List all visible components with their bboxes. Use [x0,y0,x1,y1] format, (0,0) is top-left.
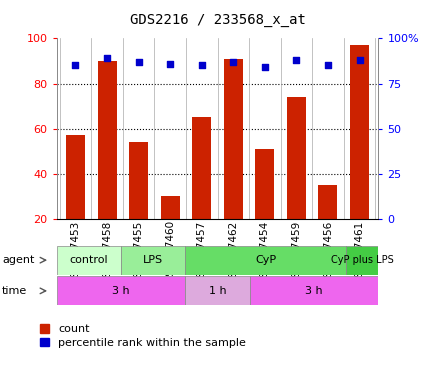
Point [229,59,236,65]
Bar [66,136,85,264]
Bar [56,246,121,275]
Legend: count, percentile rank within the sample: count, percentile rank within the sample [40,324,246,348]
Point [72,62,79,68]
Point [292,57,299,63]
Bar [224,59,242,264]
Bar [192,118,210,264]
Bar [185,276,249,305]
Bar [185,246,345,275]
Text: agent: agent [2,255,34,265]
Text: LPS: LPS [143,255,163,265]
Bar [97,61,116,264]
Bar [160,196,179,264]
Text: CyP plus LPS: CyP plus LPS [330,255,393,265]
Bar [255,149,274,264]
Text: control: control [69,255,108,265]
Point [261,64,268,70]
Point [198,62,205,68]
Point [166,61,173,67]
Point [355,57,362,63]
Bar [121,246,185,275]
Point [135,59,142,65]
Text: 3 h: 3 h [112,286,129,296]
Text: GDS2216 / 233568_x_at: GDS2216 / 233568_x_at [129,13,305,27]
Bar [318,185,337,264]
Text: 1 h: 1 h [208,286,226,296]
Bar [286,97,305,264]
Bar [129,142,148,264]
Bar [349,45,368,264]
Point [103,55,110,61]
Point [324,62,331,68]
Text: CyP: CyP [255,255,276,265]
Bar [56,276,185,305]
Text: time: time [2,286,27,296]
Bar [345,246,378,275]
Bar [249,276,378,305]
Text: 3 h: 3 h [305,286,322,296]
